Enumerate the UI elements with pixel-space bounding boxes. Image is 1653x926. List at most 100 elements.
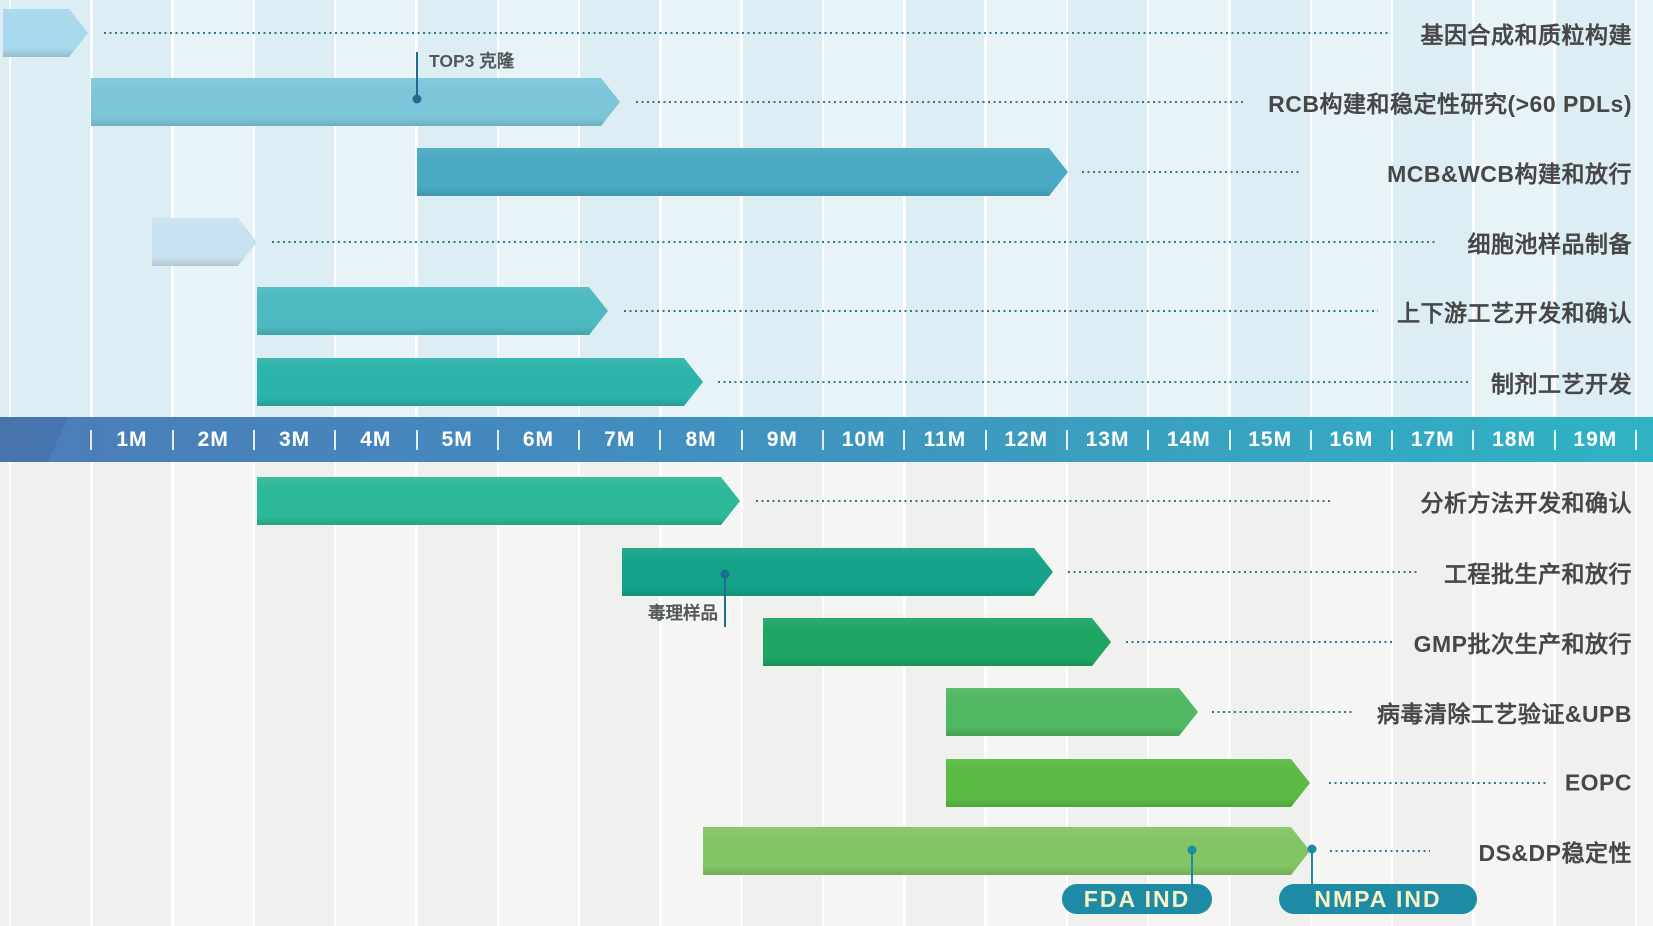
- task-bar-4: [152, 218, 257, 266]
- grid-column: [335, 0, 417, 417]
- grid-column: [10, 0, 92, 417]
- gridline: [1146, 0, 1150, 417]
- gridline: [252, 0, 256, 417]
- axis-tick: [984, 429, 987, 450]
- grid-column: [904, 0, 986, 417]
- axis-tick: [1391, 429, 1394, 450]
- toxicology-sample-marker-dot: [720, 569, 730, 579]
- leader-line-11: [1329, 781, 1546, 785]
- task-bar-5: [257, 287, 608, 335]
- grid-column: [91, 462, 173, 926]
- gridline: [1553, 0, 1556, 417]
- leader-line-10: [1212, 710, 1354, 714]
- axis-tick: [496, 429, 499, 450]
- axis-month-label: 15M: [1248, 427, 1293, 451]
- grid-column: [1636, 0, 1653, 417]
- gridline: [821, 462, 825, 926]
- gridline: [1553, 462, 1556, 926]
- grid-column: [416, 462, 498, 926]
- axis-month-label: 14M: [1166, 427, 1211, 451]
- gridline: [1228, 0, 1231, 417]
- axis-month-label: 1M: [116, 427, 148, 451]
- gridline: [496, 462, 500, 926]
- axis-month-label: 9M: [766, 427, 798, 451]
- leader-line-12: [1330, 849, 1430, 853]
- grid-column: [0, 462, 10, 926]
- leader-line-3: [1082, 170, 1300, 174]
- gridline: [415, 462, 418, 926]
- axis-month-label: 19M: [1573, 427, 1618, 451]
- gridline: [1228, 462, 1231, 926]
- gridline: [171, 0, 174, 417]
- axis-tick: [1228, 429, 1231, 450]
- axis-tick: [822, 429, 824, 450]
- gridline: [8, 462, 12, 926]
- axis-month-label: 3M: [278, 427, 311, 451]
- axis-tick: [1472, 429, 1475, 450]
- gridline: [252, 462, 256, 926]
- task-bar-10: [946, 688, 1198, 736]
- task-bar-2: [91, 78, 620, 126]
- gridline: [1472, 462, 1475, 926]
- grid-column: [741, 0, 823, 417]
- timeline-axis: 1M 2M 3M 4M 5M 6M 7M 8M 9M 10M 11M 12M 13M 14M 15M 16M 1…: [0, 417, 1653, 462]
- axis-month-label: 7M: [604, 427, 636, 451]
- task-bar-12: [703, 827, 1310, 875]
- leader-line-9: [1126, 640, 1394, 644]
- axis-tick: [171, 429, 174, 450]
- task-label-12: DS&DP稳定性: [1478, 840, 1632, 866]
- task-label-3: MCB&WCB构建和放行: [1387, 161, 1632, 187]
- gridline: [1634, 462, 1638, 926]
- nmpa-ind-marker-dot: [1307, 844, 1317, 854]
- axis-tick: [1635, 429, 1637, 450]
- axis-month-label: 18M: [1492, 427, 1536, 451]
- toxicology-sample-label: 毒理样品: [648, 603, 718, 623]
- axis-tick: [1147, 429, 1150, 450]
- gridline: [903, 0, 906, 417]
- axis-month-label: 17M: [1410, 427, 1455, 451]
- gridline: [333, 462, 337, 926]
- grid-column: [0, 0, 10, 417]
- toxicology-sample-marker-line: [723, 574, 727, 627]
- top3-clone-marker-line: [415, 52, 419, 99]
- grid-column: [1392, 462, 1474, 926]
- gridline: [577, 0, 581, 417]
- task-bar-1: [3, 9, 88, 57]
- timeline-grid-upper: [0, 0, 1653, 417]
- axis-tick: [252, 429, 255, 450]
- top3-clone-marker-dot: [412, 94, 422, 104]
- axis-tick: [1309, 429, 1312, 450]
- task-label-7: 分析方法开发和确认: [1420, 490, 1632, 516]
- gridline: [333, 0, 337, 417]
- axis-month-label: 16M: [1329, 427, 1374, 451]
- axis-month-label: 12M: [1004, 427, 1049, 451]
- gridline: [821, 0, 825, 417]
- task-bar-3: [417, 148, 1068, 196]
- gridline: [1634, 0, 1638, 417]
- axis-tick: [903, 429, 906, 450]
- leader-line-7: [756, 499, 1332, 503]
- gridline: [1472, 0, 1475, 417]
- top3-clone-label: TOP3 克隆: [429, 51, 515, 71]
- task-label-5: 上下游工艺开发和确认: [1397, 300, 1632, 326]
- axis-ribbon-fold: [0, 417, 69, 462]
- axis-month-label: 13M: [1085, 427, 1130, 451]
- gridline: [171, 462, 174, 926]
- leader-line-5: [624, 309, 1378, 313]
- gridline: [740, 0, 743, 417]
- fda-ind-badge: FDA IND: [1062, 884, 1212, 914]
- task-label-11: EOPC: [1564, 769, 1632, 796]
- axis-month-label: 10M: [841, 427, 886, 451]
- gridline: [659, 462, 662, 926]
- grid-column: [172, 0, 254, 417]
- grid-column: [1554, 462, 1636, 926]
- gridline: [90, 462, 93, 926]
- grid-column: [1310, 0, 1393, 417]
- axis-tick: [1553, 429, 1556, 450]
- task-label-9: GMP批次生产和放行: [1413, 631, 1632, 657]
- gridline: [8, 0, 12, 417]
- grid-column: [1229, 0, 1311, 417]
- grid-column: [1148, 0, 1230, 417]
- task-bar-7: [257, 477, 740, 525]
